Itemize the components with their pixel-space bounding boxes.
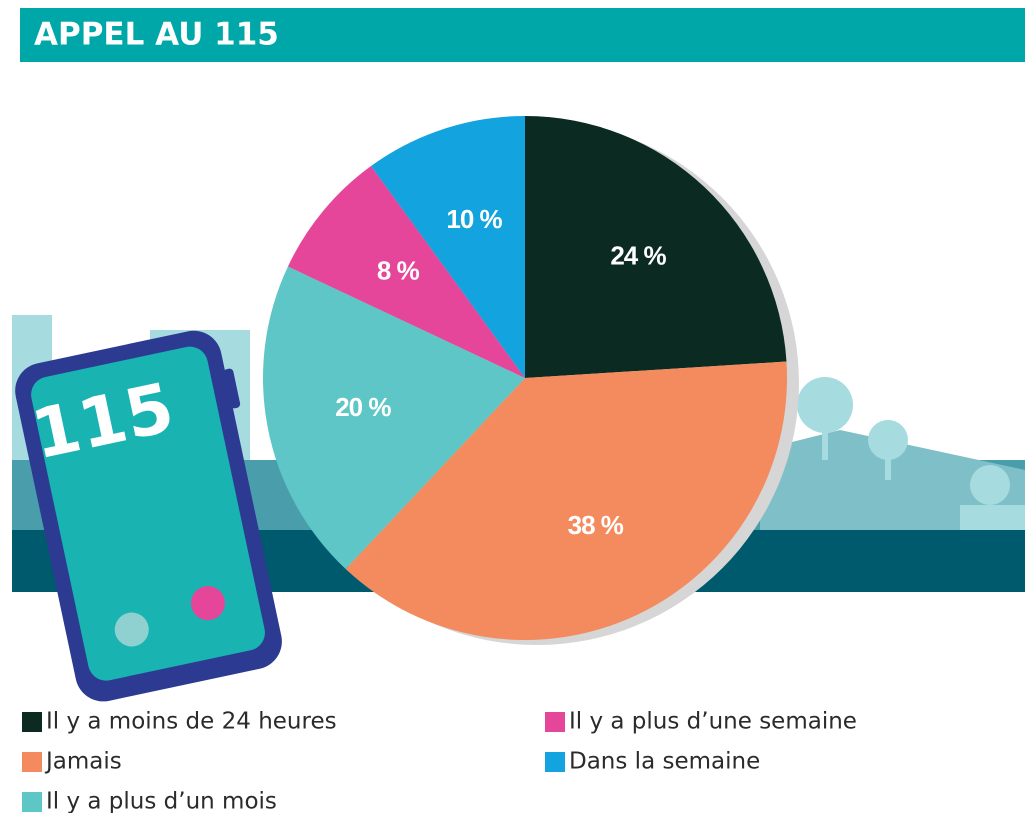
pie: 24 % 38 % 20 % 8 % 10 % (263, 116, 799, 645)
legend-label: Il y a plus d’un mois (46, 789, 277, 813)
legend-swatch (22, 752, 42, 772)
slice-label: 24 % (610, 241, 666, 271)
legend-swatch (22, 792, 42, 812)
slice-label: 38 % (568, 510, 624, 540)
legend-swatch (545, 752, 565, 772)
chart-title: APPEL AU 115 (34, 17, 279, 53)
infographic: APPEL AU 115 24 % 38 % 20 % 8 % 10 % 115 Il … (0, 0, 1025, 813)
slice-label: 8 % (377, 256, 420, 286)
phone: 115 (10, 324, 295, 707)
legend-label: Il y a plus d’une semaine (569, 709, 857, 735)
legend-label: Jamais (44, 749, 122, 775)
slice-label: 20 % (335, 392, 391, 422)
legend-swatch (545, 712, 565, 732)
legend-label: Dans la semaine (569, 749, 760, 775)
slice-label: 10 % (446, 204, 502, 234)
legend: Il y a moins de 24 heures Jamais Il y a pl… (22, 709, 857, 813)
legend-swatch (22, 712, 42, 732)
legend-label: Il y a moins de 24 heures (46, 709, 337, 735)
